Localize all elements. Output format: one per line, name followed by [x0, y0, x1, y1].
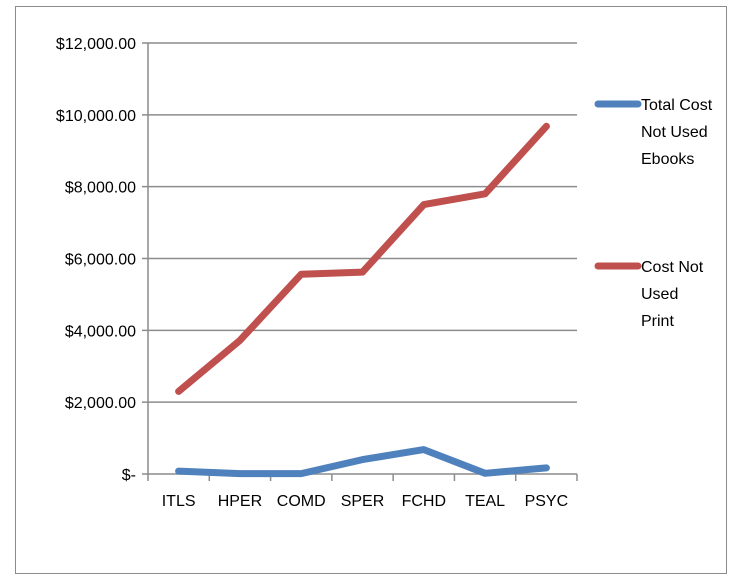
x-tick-label: PSYC: [525, 493, 569, 510]
y-tick-label: $6,000.00: [65, 252, 136, 269]
x-tick-label: HPER: [218, 493, 262, 510]
legend-label: Ebooks: [641, 151, 694, 168]
y-tick-label: $-: [122, 467, 136, 484]
gridlines: [142, 42, 577, 403]
y-axis-tick-labels: $- $2,000.00 $4,000.00 $6,000.00 $8,000.00 $1…: [56, 36, 136, 484]
y-tick-label: $10,000.00: [56, 108, 136, 125]
legend-label: Print: [641, 313, 674, 330]
x-tick-label: FCHD: [402, 493, 446, 510]
y-tick-label: $4,000.00: [65, 323, 136, 340]
x-tick-label: TEAL: [465, 493, 505, 510]
series-lines: [175, 122, 550, 478]
series-line-ebooks: [175, 446, 550, 478]
x-axis-tick-labels: ITLS HPER COMD SPER FCHD TEAL PSYC: [162, 493, 568, 510]
axes: [142, 43, 578, 481]
y-tick-label: $12,000.00: [56, 36, 136, 53]
legend-label: Used: [641, 286, 678, 303]
x-tick-label: SPER: [341, 493, 385, 510]
legend-entry: Total Cost Not Used Ebooks: [594, 97, 713, 168]
legend-label: Not Used: [641, 124, 708, 141]
legend-label: Total Cost: [641, 97, 713, 114]
y-tick-label: $8,000.00: [65, 180, 136, 197]
legend-entry: Cost Not Used Print: [594, 259, 704, 330]
x-tick-label: ITLS: [162, 493, 196, 510]
y-tick-label: $2,000.00: [65, 395, 136, 412]
x-tick-label: COMD: [277, 493, 326, 510]
legend-label: Cost Not: [641, 259, 704, 276]
legend: Total Cost Not Used Ebooks Cost Not Used Prin…: [594, 97, 713, 330]
